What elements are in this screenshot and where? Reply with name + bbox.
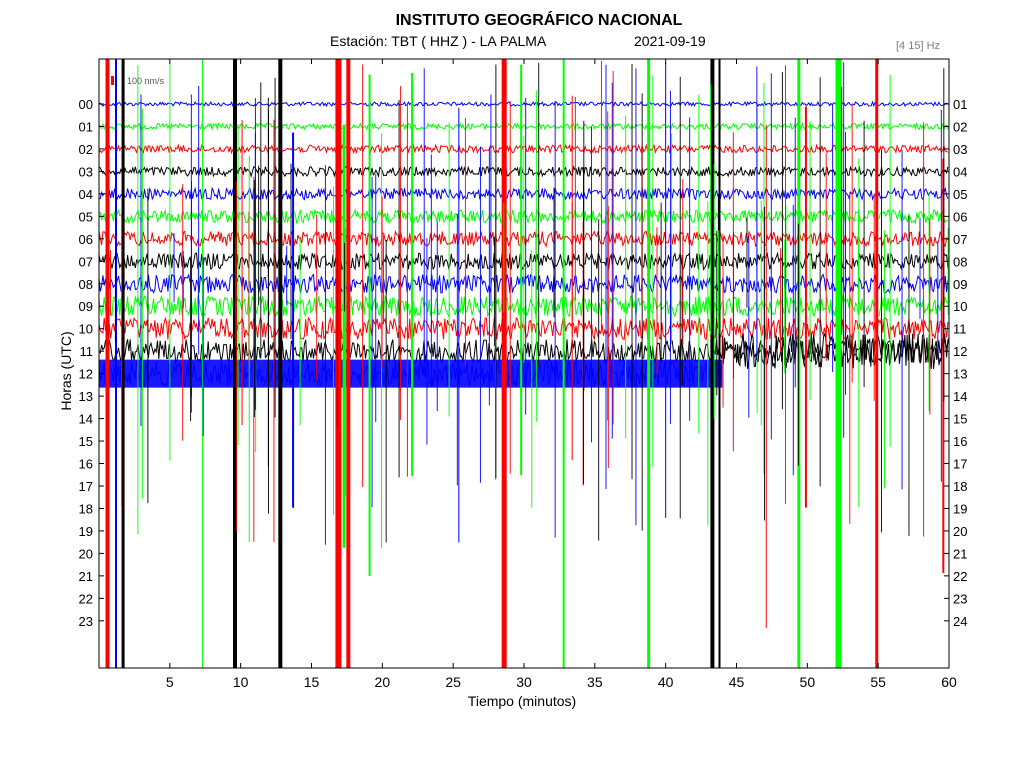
right-hour-label: 14 [953, 389, 967, 404]
x-tick-label: 20 [375, 674, 391, 690]
left-hour-label: 03 [79, 164, 93, 179]
x-tick-label: 50 [800, 674, 816, 690]
right-hour-label: 15 [953, 412, 967, 427]
hour-trace [721, 332, 950, 369]
left-hour-label: 11 [80, 344, 94, 359]
left-hour-label: 12 [79, 367, 93, 382]
x-tick-label: 5 [166, 674, 174, 690]
right-hour-label: 05 [953, 187, 967, 202]
left-hour-label: 10 [79, 322, 93, 337]
right-hour-label: 24 [953, 614, 967, 629]
x-tick-label: 35 [587, 674, 603, 690]
x-tick-label: 40 [658, 674, 674, 690]
right-hour-ticks: 01 02 03 04 05 06 07 08 09 10 11 12 13 14 15 16 17 18 19 20… [944, 97, 967, 629]
right-hour-label: 01 [953, 97, 967, 112]
scale-label: 100 nm/s [127, 76, 165, 86]
left-hour-label: 13 [79, 389, 93, 404]
left-hour-label: 16 [79, 457, 93, 472]
frequency-band-label: [4 15] Hz [896, 40, 941, 52]
station-label: Estación: TBT ( HHZ ) - LA PALMA [330, 33, 547, 49]
hour-trace [98, 100, 948, 108]
x-tick-label: 55 [870, 674, 886, 690]
right-hour-label: 20 [953, 524, 967, 539]
date-label: 2021-09-19 [634, 33, 706, 49]
left-hour-label: 09 [79, 299, 93, 314]
x-tick-label: 45 [729, 674, 745, 690]
x-axis-ticks: 5 10 15 20 25 30 35 40 45 50 55 60 [166, 59, 957, 690]
left-hour-label: 15 [79, 434, 93, 449]
right-hour-label: 06 [953, 209, 967, 224]
x-tick-label: 30 [516, 674, 532, 690]
left-hour-label: 07 [79, 254, 93, 269]
x-tick-label: 10 [233, 674, 249, 690]
left-hour-label: 23 [79, 614, 93, 629]
x-tick-label: 15 [304, 674, 320, 690]
left-hour-label: 17 [79, 479, 93, 494]
left-hour-label: 08 [79, 277, 93, 292]
right-hour-label: 18 [953, 479, 967, 494]
right-hour-label: 19 [953, 501, 967, 516]
left-hour-label: 20 [79, 546, 93, 561]
left-hour-label: 14 [79, 412, 93, 427]
right-hour-label: 11 [953, 322, 967, 337]
right-hour-label: 03 [953, 142, 967, 157]
left-hour-label: 00 [79, 97, 93, 112]
amplitude-scale: 100 nm/s [111, 76, 165, 86]
hour-trace-band [99, 359, 723, 388]
left-hour-label: 22 [79, 591, 93, 606]
x-axis-label: Tiempo (minutos) [467, 693, 577, 709]
left-hour-label: 19 [79, 524, 93, 539]
right-hour-label: 16 [953, 434, 967, 449]
right-hour-label: 12 [953, 344, 967, 359]
left-hour-label: 01 [79, 119, 93, 134]
right-hour-label: 07 [953, 232, 967, 247]
chart-subtitle: Estación: TBT ( HHZ ) - LA PALMA 2021-09… [330, 33, 706, 49]
x-tick-label: 60 [941, 674, 957, 690]
right-hour-label: 21 [953, 546, 967, 561]
right-hour-label: 23 [953, 591, 967, 606]
left-hour-label: 02 [79, 142, 93, 157]
left-hour-label: 21 [79, 569, 93, 584]
x-tick-label: 25 [445, 674, 461, 690]
right-hour-label: 13 [953, 367, 967, 382]
scale-bar [111, 76, 114, 85]
left-hour-label: 05 [79, 209, 93, 224]
chart-title: INSTITUTO GEOGRÁFICO NACIONAL [395, 12, 683, 29]
right-hour-label: 09 [953, 277, 967, 292]
left-hour-label: 06 [79, 232, 93, 247]
right-hour-label: 10 [953, 299, 967, 314]
event-spikes [105, 59, 949, 668]
left-hour-label: 04 [79, 187, 93, 202]
right-hour-label: 22 [953, 569, 967, 584]
right-hour-label: 17 [953, 457, 967, 472]
left-hour-ticks: 00 01 02 03 04 05 06 07 08 09 10 11 12 13 14 15 16 17 18 19… [79, 97, 104, 629]
right-hour-label: 08 [953, 254, 967, 269]
right-hour-label: 04 [953, 164, 967, 179]
right-hour-label: 02 [953, 119, 967, 134]
left-hour-label: 18 [79, 501, 93, 516]
